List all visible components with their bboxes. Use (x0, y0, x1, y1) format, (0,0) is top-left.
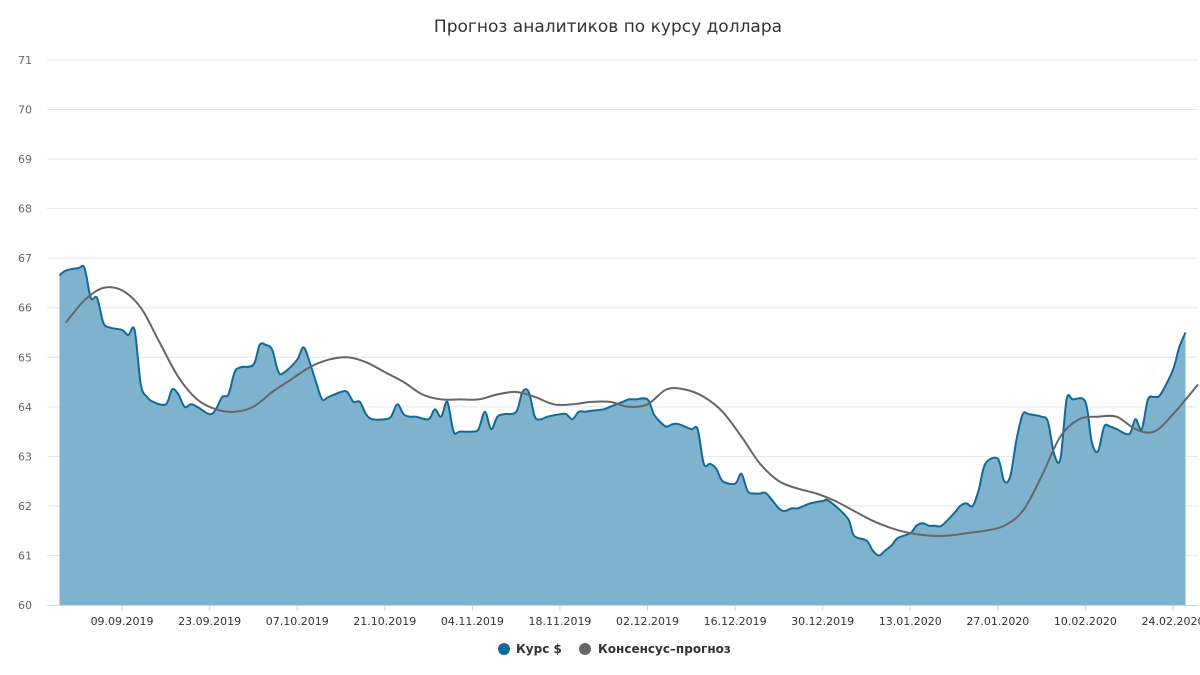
x-tick-label: 02.12.2019 (616, 615, 679, 628)
x-tick-label: 07.10.2019 (266, 615, 329, 628)
y-tick-label: 61 (18, 549, 32, 562)
y-tick-label: 70 (18, 104, 32, 117)
legend-item-consensus[interactable]: Консенсус–прогноз (579, 642, 731, 656)
x-tick-label: 18.11.2019 (528, 615, 591, 628)
y-axis: 60 61 62 63 64 65 66 67 68 69 70 71 (18, 54, 32, 612)
series-line-consensus (65, 286, 1199, 537)
y-tick-label: 69 (18, 153, 32, 166)
y-tick-label: 64 (18, 401, 32, 414)
x-tick-label: 30.12.2019 (791, 615, 854, 628)
y-tick-label: 60 (18, 599, 32, 612)
x-tick-label: 13.01.2020 (879, 615, 942, 628)
x-tick-label: 16.12.2019 (704, 615, 767, 628)
x-tick-label: 10.02.2020 (1054, 615, 1117, 628)
y-tick-label: 62 (18, 500, 32, 513)
series-area-kurs (59, 265, 1186, 605)
x-tick-label: 24.02.2020 (1141, 615, 1200, 628)
series-layer (58, 264, 1199, 605)
y-tick-label: 65 (18, 351, 32, 364)
legend-label: Консенсус–прогноз (598, 642, 731, 656)
x-tick-label: 09.09.2019 (91, 615, 154, 628)
legend-item-kurs[interactable]: Курс $ (498, 642, 562, 656)
legend-marker (498, 643, 510, 655)
y-tick-label: 63 (18, 450, 32, 463)
x-tick-label: 23.09.2019 (178, 615, 241, 628)
x-axis: 09.09.2019 23.09.2019 07.10.2019 21.10.2019… (47, 605, 1200, 628)
y-tick-label: 66 (18, 302, 32, 315)
x-tick-label: 04.11.2019 (441, 615, 504, 628)
y-tick-label: 68 (18, 203, 32, 216)
legend-marker (579, 643, 591, 655)
y-tick-label: 71 (18, 54, 32, 67)
x-tick-label: 21.10.2019 (353, 615, 416, 628)
y-tick-label: 67 (18, 252, 32, 265)
legend-label: Курс $ (516, 642, 562, 656)
x-tick-label: 27.01.2020 (966, 615, 1029, 628)
chart-title: Прогноз аналитиков по курсу доллара (434, 17, 782, 37)
legend: Курс $ Консенсус–прогноз (498, 642, 731, 656)
